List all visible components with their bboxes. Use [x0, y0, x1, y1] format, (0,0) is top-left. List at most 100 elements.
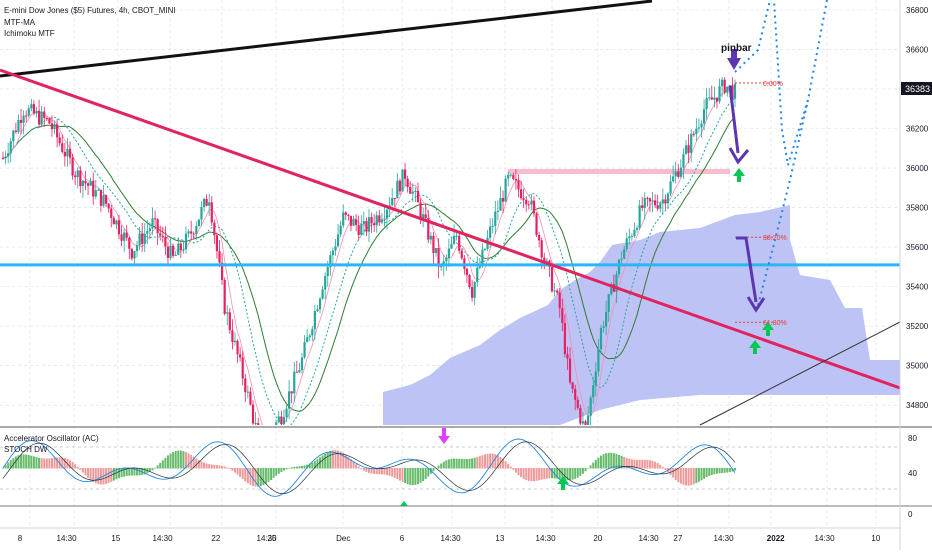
ac-bar	[525, 468, 528, 481]
candle-body	[86, 183, 90, 186]
candle-body	[115, 220, 118, 225]
projection-path-2	[773, 0, 828, 166]
candle	[61, 134, 64, 154]
candle-body	[321, 289, 324, 299]
ac-bar	[154, 467, 157, 469]
ac-bar	[398, 468, 401, 481]
candle-body	[270, 433, 272, 435]
candle	[630, 233, 634, 241]
ac-bar	[277, 468, 280, 474]
price-axis-label: 36000	[906, 164, 929, 173]
candle	[532, 196, 536, 217]
fib-levels: 0.00% 38.20% 61.80%	[735, 81, 787, 327]
candle	[501, 190, 505, 214]
candle-body	[128, 237, 131, 249]
ac-bar	[337, 450, 340, 469]
candle	[97, 187, 100, 191]
candle-body	[244, 378, 247, 393]
candle-body	[17, 120, 20, 132]
ac-bar	[205, 463, 208, 469]
ac-bar	[192, 456, 195, 469]
candle-body	[617, 259, 621, 275]
ac-bar	[636, 459, 639, 469]
ac-bar	[664, 468, 667, 470]
candle-body	[367, 217, 371, 232]
candle-body	[615, 274, 618, 292]
candle	[695, 118, 698, 142]
candle-body	[684, 145, 688, 154]
candle-body	[460, 250, 463, 259]
candle	[241, 350, 244, 386]
ac-bar	[9, 460, 12, 469]
ac-bar	[349, 459, 352, 469]
candle	[334, 238, 337, 256]
candle	[530, 194, 533, 211]
candle	[715, 97, 719, 109]
ac-bar	[633, 459, 636, 469]
candle-body	[458, 235, 461, 251]
ac-bar	[579, 468, 582, 476]
candle	[336, 224, 340, 248]
candle-body	[633, 229, 636, 237]
candle-body	[538, 235, 541, 241]
upper-trendline	[0, 0, 653, 78]
candle-body	[262, 442, 264, 449]
indicator-ichimoku: Ichimoku MTF	[4, 29, 55, 38]
candle-body	[643, 197, 646, 208]
candle	[135, 240, 139, 258]
ac-bar	[107, 468, 110, 483]
price-axis-label: 35400	[906, 283, 929, 292]
ac-bar	[252, 468, 255, 486]
ac-bar	[532, 468, 535, 482]
candle-body	[293, 371, 296, 394]
candle	[682, 148, 685, 179]
candle	[574, 384, 577, 411]
ac-bar	[708, 468, 711, 476]
candle	[367, 208, 371, 242]
ac-bar	[641, 459, 644, 469]
ac-bar	[182, 451, 185, 469]
ac-bar	[687, 468, 690, 486]
candle	[30, 98, 33, 112]
candle-body	[656, 205, 659, 209]
candle-body	[4, 156, 7, 159]
candle	[702, 99, 706, 131]
ac-bar	[419, 468, 422, 483]
candle	[599, 324, 603, 355]
candle	[708, 88, 711, 101]
time-axis-label: 14:30	[57, 534, 78, 543]
candle-body	[12, 130, 15, 142]
candle-body	[571, 382, 574, 389]
candle	[357, 215, 360, 241]
candle-body	[574, 388, 577, 400]
ac-bar	[365, 468, 368, 472]
ac-bar	[594, 459, 597, 469]
ac-bar	[638, 459, 641, 469]
ac-bar	[674, 468, 677, 480]
candle	[398, 178, 402, 195]
candle-body	[182, 249, 185, 251]
candle-body	[695, 128, 698, 135]
candle-body	[625, 238, 628, 250]
candle	[112, 215, 115, 225]
candle	[89, 177, 92, 186]
ac-bar	[677, 468, 680, 483]
candle-body	[401, 169, 404, 192]
candle-body	[422, 214, 425, 219]
candle-body	[74, 175, 77, 178]
ac-bar	[7, 462, 10, 469]
candle	[138, 227, 141, 251]
candle-body	[202, 198, 206, 207]
candle-body	[445, 257, 448, 262]
candle-body	[334, 246, 337, 251]
ac-bar	[502, 458, 505, 469]
candle-body	[406, 178, 409, 187]
candle-body	[125, 232, 128, 238]
time-axis-label: 13	[495, 534, 504, 543]
candle	[270, 431, 272, 440]
ac-bar	[166, 455, 169, 469]
candle-body	[672, 176, 675, 182]
ac-bar	[535, 468, 538, 481]
time-axis-label: 25	[267, 534, 276, 543]
